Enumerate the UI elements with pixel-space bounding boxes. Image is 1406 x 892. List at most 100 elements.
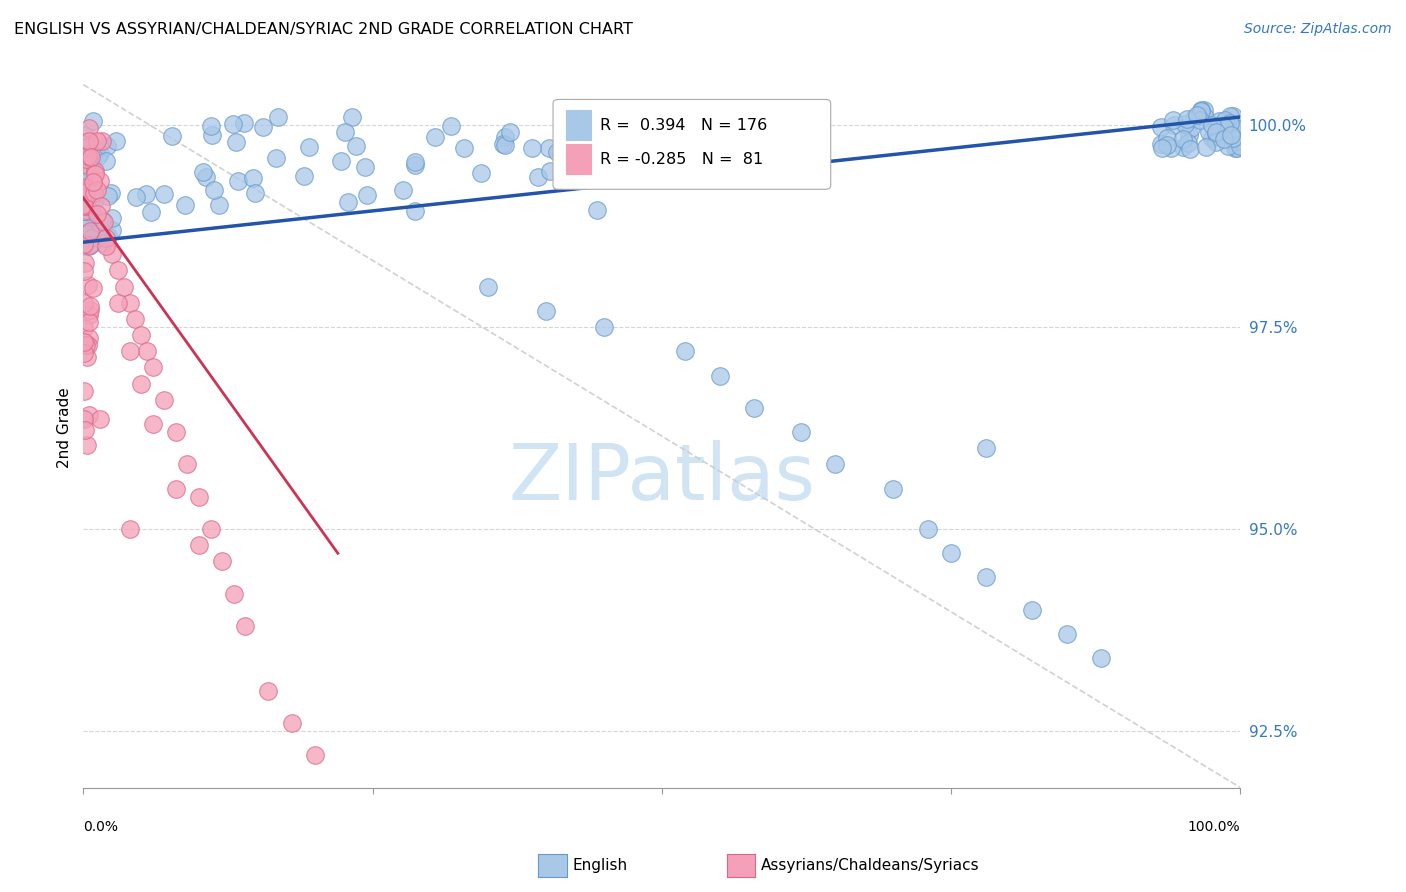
Point	[824, 458, 846, 472]
Point	[522, 141, 544, 155]
Point	[77, 277, 100, 292]
Point	[139, 205, 162, 219]
Point	[252, 120, 274, 134]
Point	[80, 150, 103, 164]
Point	[73, 167, 96, 181]
Point	[298, 140, 321, 154]
Point	[1090, 651, 1112, 665]
Point	[77, 338, 100, 352]
Point	[202, 183, 225, 197]
Point	[333, 124, 356, 138]
Point	[330, 153, 353, 168]
Point	[304, 748, 326, 763]
Point	[200, 522, 222, 536]
Point	[142, 417, 165, 431]
Point	[245, 186, 267, 201]
Point	[499, 125, 522, 139]
Point	[1205, 125, 1227, 139]
Text: R =  0.394   N = 176: R = 0.394 N = 176	[600, 118, 768, 133]
Point	[96, 231, 118, 245]
Point	[1205, 129, 1227, 144]
Point	[1219, 109, 1241, 123]
Point	[80, 199, 103, 213]
Point	[77, 226, 100, 240]
Point	[974, 441, 997, 455]
Point	[118, 295, 141, 310]
Point	[118, 522, 141, 536]
Point	[165, 482, 187, 496]
Point	[84, 142, 107, 156]
Point	[534, 304, 557, 318]
Point	[221, 118, 243, 132]
Point	[188, 490, 211, 504]
Point	[135, 344, 157, 359]
Point	[75, 227, 97, 241]
Point	[86, 226, 108, 240]
Point	[1156, 137, 1178, 152]
Point	[107, 295, 129, 310]
Point	[211, 554, 233, 568]
Point	[1194, 103, 1216, 117]
Point	[96, 139, 118, 153]
Point	[73, 150, 96, 164]
Point	[440, 119, 463, 133]
Text: Source: ZipAtlas.com: Source: ZipAtlas.com	[1244, 22, 1392, 37]
Point	[1195, 140, 1218, 154]
Point	[1218, 115, 1240, 129]
Point	[1220, 128, 1243, 142]
Point	[492, 137, 515, 152]
Point	[1225, 141, 1247, 155]
Point	[75, 169, 97, 183]
Point	[453, 141, 475, 155]
Point	[974, 570, 997, 584]
Text: English: English	[572, 858, 627, 872]
Bar	[565, 144, 591, 174]
Point	[1173, 140, 1195, 154]
Point	[1178, 142, 1201, 156]
Point	[336, 194, 359, 209]
Point	[356, 188, 378, 202]
Point	[1223, 121, 1246, 136]
Point	[225, 135, 247, 149]
Point	[1180, 120, 1202, 135]
Point	[77, 202, 100, 216]
Point	[73, 191, 96, 205]
Point	[1149, 137, 1171, 152]
Point	[97, 229, 120, 244]
Point	[84, 193, 107, 207]
Point	[89, 411, 111, 425]
Point	[77, 308, 100, 322]
Point	[101, 247, 124, 261]
Point	[73, 203, 96, 218]
Point	[882, 482, 904, 496]
Point	[73, 204, 96, 219]
Point	[75, 190, 97, 204]
Point	[1152, 141, 1174, 155]
Point	[79, 230, 101, 244]
Point	[76, 147, 98, 161]
Point	[75, 167, 97, 181]
Point	[76, 181, 98, 195]
Point	[494, 130, 516, 145]
Point	[73, 334, 96, 349]
Point	[75, 152, 97, 166]
Point	[89, 145, 111, 160]
Point	[75, 338, 97, 352]
Point	[73, 198, 96, 212]
Point	[75, 186, 97, 200]
Point	[1218, 139, 1240, 153]
Point	[79, 238, 101, 252]
Point	[112, 279, 135, 293]
Point	[494, 138, 516, 153]
Point	[1213, 120, 1236, 135]
Point	[75, 159, 97, 173]
Point	[673, 344, 696, 359]
Point	[82, 176, 104, 190]
Point	[1182, 112, 1205, 126]
Point	[76, 148, 98, 162]
Point	[73, 183, 96, 197]
Point	[1225, 141, 1247, 155]
Point	[470, 166, 492, 180]
Text: ENGLISH VS ASSYRIAN/CHALDEAN/SYRIAC 2ND GRADE CORRELATION CHART: ENGLISH VS ASSYRIAN/CHALDEAN/SYRIAC 2ND …	[14, 22, 633, 37]
Point	[73, 346, 96, 360]
